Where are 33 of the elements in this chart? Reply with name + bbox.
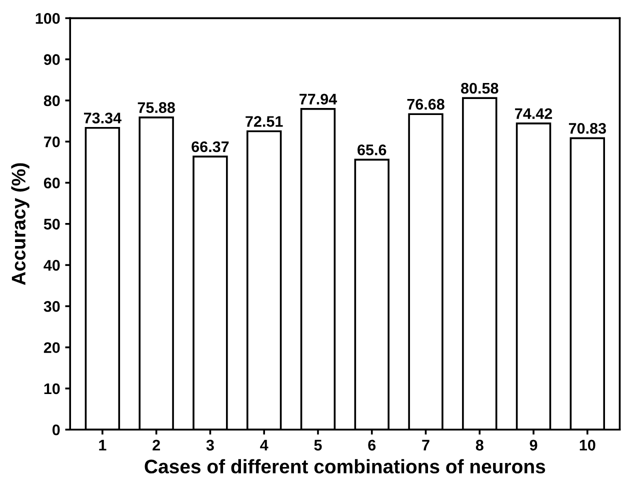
data-label: 75.88 [138,102,175,113]
y-tick-label: 50 [44,218,60,230]
y-tick-label: 90 [44,54,60,65]
data-label: 76.68 [407,98,444,110]
y-tick-label: 30 [44,301,60,312]
x-tick-label: 6 [368,440,376,451]
x-axis-title: Cases of different combinations of neurons [144,459,546,474]
data-label: 77.94 [300,94,338,105]
y-tick-label: 0 [52,424,60,436]
data-label: 72.51 [246,116,283,127]
data-label: 65.6 [358,144,386,156]
x-tick-label: 9 [530,440,538,451]
x-tick-label: 2 [152,440,160,450]
x-tick-label: 3 [206,440,214,451]
x-tick-label: 4 [260,440,268,450]
y-axis-title: Accuracy (%) [11,163,30,286]
y-tick-label: 80 [44,95,60,106]
data-label: 66.37 [192,141,229,152]
x-tick-label: 5 [314,440,322,451]
y-tick-label: 70 [44,136,60,148]
y-tick-label: 20 [44,342,60,354]
x-tick-label: 1 [99,440,106,450]
x-tick-label: 10 [580,440,596,451]
x-tick-label: 7 [422,440,430,450]
data-label: 70.83 [568,122,606,134]
y-tick-label: 100 [36,13,60,24]
y-tick-label: 10 [44,383,60,394]
x-tick-label: 8 [476,440,484,451]
data-label: 74.42 [515,108,552,119]
data-label: 73.34 [84,112,122,124]
y-tick-label: 60 [44,178,60,188]
y-tick-label: 40 [44,260,60,271]
data-label: 80.58 [461,82,498,94]
